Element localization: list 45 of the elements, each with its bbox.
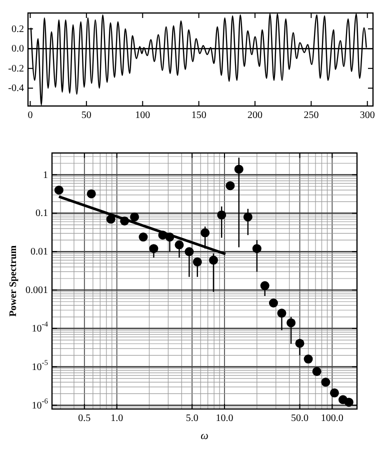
point [130,212,140,222]
x-tick-label: 250 [304,110,319,121]
y-tick-label: 0.1 [36,208,48,219]
y-tick-label: 0.001 [26,284,48,296]
y-tick-label: 10$^{-4}$ [32,319,48,334]
x-tick-label: 300 [360,110,375,121]
x-tick-label: 200 [248,110,263,121]
y-tick-label: -0.4 [8,82,24,94]
y-axis-title: Power Spectrum [8,244,19,317]
x-tick-label: 0.5 [78,413,91,424]
x-tick-label: 50.0 [291,413,309,424]
x-tick-label: 100 [135,110,150,121]
point [208,256,218,265]
point [286,318,296,328]
y-tick-label: 0.01 [30,246,48,258]
y-tick-label: 0.0 [12,43,24,54]
point [252,244,262,254]
point [330,388,339,398]
y-tick-label: -0.2 [8,62,24,74]
point [234,164,244,174]
point [243,212,252,222]
x-tick-label: 10.0 [216,413,234,424]
x-tick-label: 150 [191,110,206,121]
point [312,366,322,376]
point [268,298,278,308]
x-tick-label: 100.0 [320,413,344,424]
point [260,281,270,290]
point [304,354,313,364]
x-tick-label: 50 [81,110,92,121]
point [277,308,286,318]
point [226,181,235,190]
point [217,210,226,220]
y-tick-label: 0.2 [12,23,24,34]
x-tick-label: 0 [28,110,33,121]
x-axis-title: ω [200,430,209,442]
point [174,240,184,250]
y-tick-label: 10$^{-6}$ [32,396,48,411]
point [138,232,148,242]
point [200,228,210,238]
x-tick-label: 1.0 [110,413,124,424]
y-tick-label: 10$^{-5}$ [32,358,48,372]
y-tick-label: 1 [43,169,48,180]
point [321,378,330,387]
point [295,338,304,348]
x-tick-label: 5.0 [186,413,198,424]
